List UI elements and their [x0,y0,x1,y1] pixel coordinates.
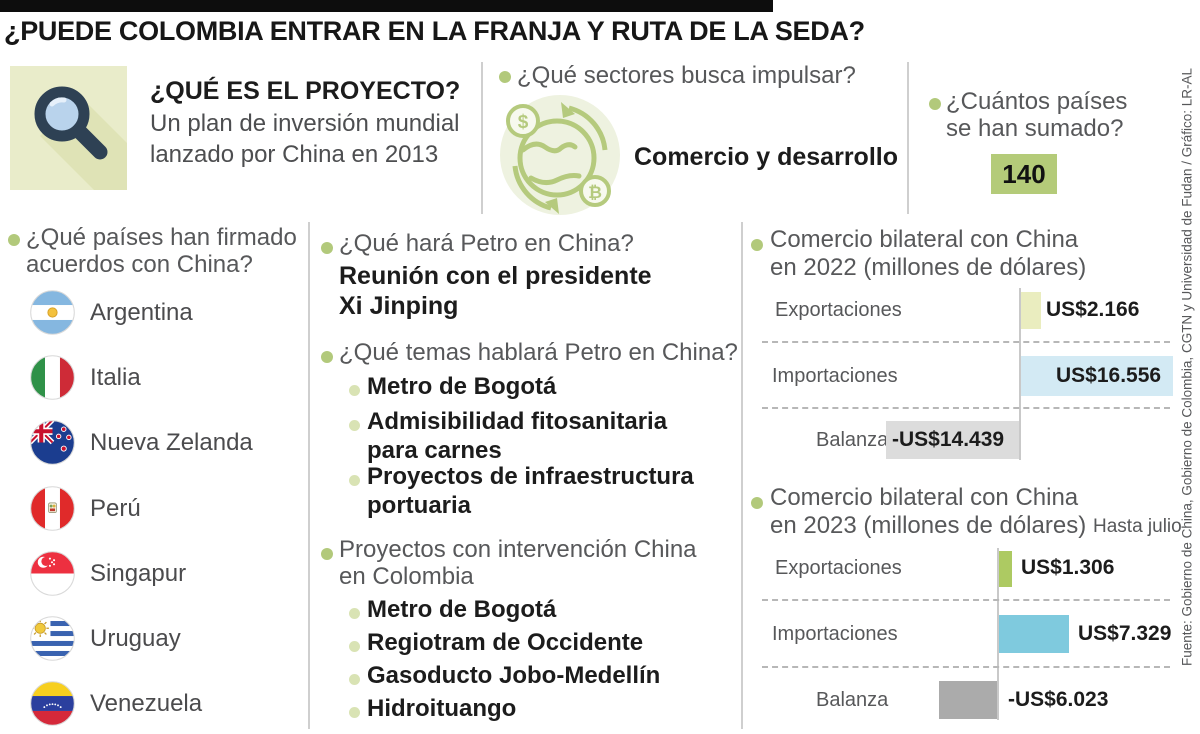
bar-balanza-2023 [939,681,997,719]
chart-row-label: Balanza [816,429,889,451]
divider-line [308,222,310,729]
countries-count-value: 140 [991,154,1057,194]
chart-title-2022: Comercio bilateral con China en 2022 (mi… [770,226,1087,282]
chart-row-label: Exportaciones [775,557,902,579]
country-name: Venezuela [90,690,203,717]
topic-item: Admisibilidad fitosanitaria para carnes [367,408,668,464]
topic-item: Metro de Bogotá [367,373,557,400]
chart-row-label: Importaciones [772,365,898,387]
bullet-icon [929,98,941,110]
china-projects-question: Proyectos con intervención China en Colo… [339,536,697,591]
chart-axis-line [997,548,999,720]
bar-exportaciones-2022 [1021,292,1041,329]
project-item: Regiotram de Occidente [367,629,644,656]
project-item: Hidroituango [367,695,517,722]
bar-value: -US$14.439 [892,428,1005,451]
peru-flag-icon [30,486,75,531]
bullet-icon [499,71,511,83]
bullet-icon [321,548,333,560]
new-zealand-flag-icon [30,420,75,465]
petro-agenda-answer: Reunión con el presidente Xi Jinping [339,262,652,320]
country-name: Nueva Zelanda [90,429,253,456]
argentina-flag-icon [30,290,75,335]
globe-trade-icon: $ ₿ [500,95,620,215]
project-item: Gasoducto Jobo-Medellín [367,662,661,689]
bar-value: US$16.556 [1056,364,1162,387]
country-name: Uruguay [90,625,181,652]
project-item: Metro de Bogotá [367,596,557,623]
sub-bullet-icon [349,674,360,685]
sub-bullet-icon [349,641,360,652]
singapore-flag-icon [30,551,75,596]
bar-value: -US$6.023 [1008,688,1109,711]
project-description: Un plan de inversión mundial lanzado por… [150,110,460,169]
bar-importaciones-2022 [1021,356,1173,396]
dollar-coin-icon: $ [518,112,529,133]
sub-bullet-icon [349,608,360,619]
sub-bullet-icon [349,385,360,396]
top-accent-bar [0,0,773,12]
bitcoin-coin-icon: ₿ [588,183,602,202]
country-name: Argentina [90,299,193,326]
sub-bullet-icon [349,707,360,718]
divider-line [907,62,909,214]
chart-note: Hasta julio [1093,516,1182,537]
project-icon-box [10,66,127,190]
country-name: Perú [90,495,141,522]
dashed-separator [762,599,1170,601]
chart-row-label: Importaciones [772,623,898,645]
bullet-icon [321,351,333,363]
sub-bullet-icon [349,475,360,486]
countries-count-question: ¿Cuántos países se han sumado? [946,88,1128,143]
bar-value: US$1.306 [1021,556,1115,579]
sectors-answer: Comercio y desarrollo [634,143,898,171]
divider-line [741,222,743,729]
bullet-icon [751,497,763,509]
sub-bullet-icon [349,420,360,431]
venezuela-flag-icon [30,681,75,726]
chart-row-label: Exportaciones [775,299,902,321]
source-credit: Fuente: Gobierno de China, Gobierno de C… [1179,67,1195,667]
bullet-icon [321,242,333,254]
bullet-icon [8,234,20,246]
italy-flag-icon [30,355,75,400]
dashed-separator [762,666,1170,668]
country-name: Italia [90,364,141,391]
divider-line [481,62,483,214]
petro-topics-question: ¿Qué temas hablará Petro en China? [339,339,738,366]
bullet-icon [751,239,763,251]
project-heading: ¿QUÉ ES EL PROYECTO? [150,77,461,105]
dashed-separator [762,407,1170,409]
bar-value: US$7.329 [1078,622,1172,645]
signed-countries-question: ¿Qué países han firmado acuerdos con Chi… [26,224,297,279]
petro-agenda-question: ¿Qué hará Petro en China? [339,230,634,257]
search-icon [34,86,127,190]
bar-importaciones-2023 [999,615,1069,653]
sectors-question: ¿Qué sectores busca impulsar? [517,62,856,89]
chart-row-label: Balanza [816,689,889,711]
page-title: ¿PUEDE COLOMBIA ENTRAR EN LA FRANJA Y RU… [4,16,865,46]
chart-title-2023: Comercio bilateral con China en 2023 (mi… [770,484,1087,540]
bar-value: US$2.166 [1046,298,1140,321]
bar-balanza-2022 [886,421,1019,459]
dashed-separator [762,341,1170,343]
bar-exportaciones-2023 [999,551,1012,587]
uruguay-flag-icon [30,616,75,661]
topic-item: Proyectos de infraestructura portuaria [367,463,694,519]
chart-axis-line [1019,288,1021,460]
country-name: Singapur [90,560,187,587]
